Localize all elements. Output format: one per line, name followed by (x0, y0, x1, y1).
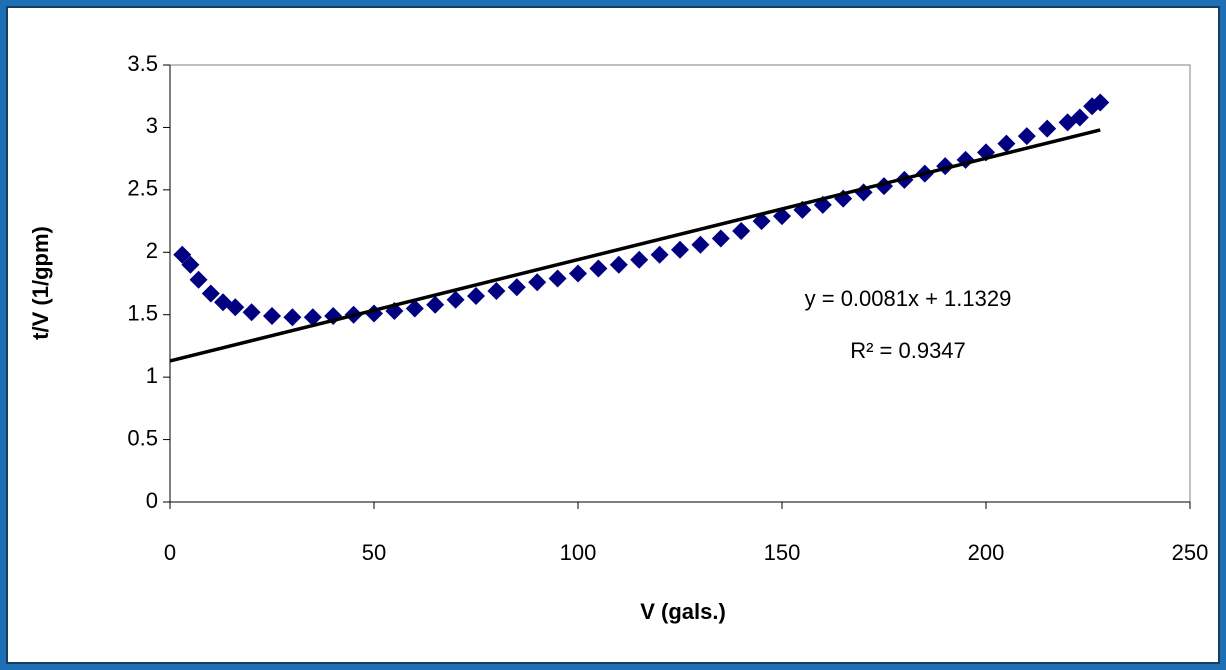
trendline-r-squared: R² = 0.9347 (850, 338, 966, 363)
data-point (201, 284, 220, 303)
data-point (173, 245, 192, 264)
trendline (169, 128, 1101, 363)
data-point (181, 255, 200, 274)
data-point (1017, 127, 1036, 146)
data-point (732, 222, 751, 241)
data-point (1091, 93, 1110, 112)
data-point (528, 273, 547, 292)
y-tick-label: 2.5 (127, 176, 158, 201)
data-point (446, 290, 465, 309)
data-point (569, 264, 587, 283)
y-tick-label: 2 (146, 238, 158, 263)
data-point (303, 308, 322, 327)
data-point (691, 235, 710, 254)
data-point (487, 281, 506, 300)
data-point (242, 303, 261, 322)
data-point (671, 240, 689, 259)
data-point (263, 306, 281, 325)
x-tick-label: 200 (968, 540, 1005, 565)
data-point (630, 250, 649, 269)
data-point (426, 295, 445, 314)
x-tick-label: 150 (764, 540, 801, 565)
chart-background (6, 6, 1220, 664)
x-tick-label: 0 (164, 540, 176, 565)
data-point (650, 245, 669, 264)
data-point (226, 298, 245, 317)
y-axis-label: t/V (1/gpm) (28, 226, 53, 340)
x-tick-label: 250 (1172, 540, 1209, 565)
data-point (609, 255, 628, 274)
x-axis-label: V (gals.) (640, 599, 726, 624)
data-point (189, 270, 208, 289)
x-tick-label: 50 (362, 540, 386, 565)
data-point (1038, 119, 1057, 138)
data-point (507, 278, 526, 297)
data-point (1070, 108, 1089, 127)
data-point (283, 308, 302, 327)
data-point (548, 269, 567, 288)
y-tick-label: 1 (146, 363, 158, 388)
y-tick-label: 0 (146, 488, 158, 513)
y-tick-label: 1.5 (127, 301, 158, 326)
y-tick-label: 3.5 (127, 51, 158, 76)
data-point (405, 299, 424, 318)
data-point (467, 286, 485, 305)
trendline-equation: y = 0.0081x + 1.1329 (805, 286, 1012, 311)
x-tick-label: 100 (560, 540, 597, 565)
y-tick-label: 0.5 (127, 425, 158, 450)
data-point (711, 229, 730, 248)
y-tick-label: 3 (146, 113, 158, 138)
data-point (997, 134, 1016, 153)
data-point (589, 259, 608, 278)
